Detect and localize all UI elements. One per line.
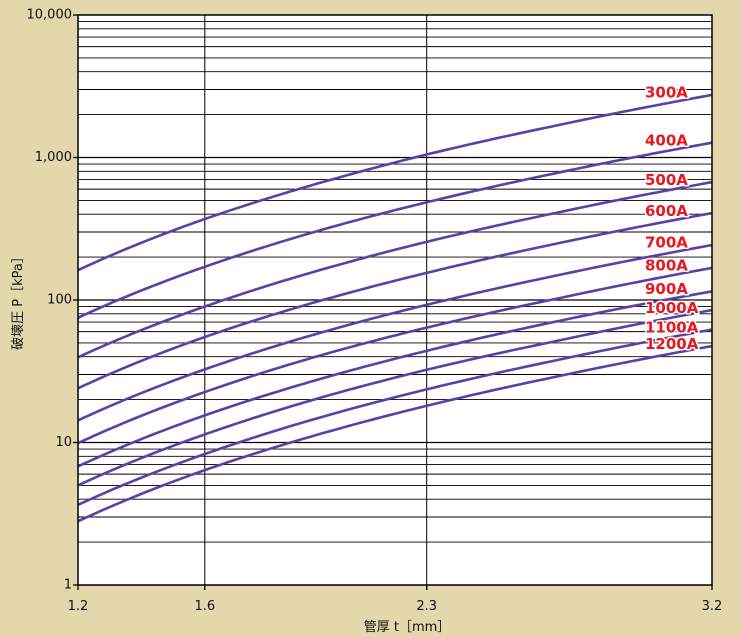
x-tick-label: 1.6 [194, 599, 215, 614]
series-line-400a [77, 141, 713, 319]
series-line-900a [77, 290, 713, 468]
series-line-500a [77, 180, 713, 359]
series-line-1200a [77, 344, 713, 523]
series-line-300a [77, 93, 713, 272]
y-tick-label: 10 [55, 435, 72, 450]
series-label-400a: 400A [645, 131, 688, 149]
series-line-700a [77, 243, 713, 422]
y-tick-label: 1,000 [35, 150, 72, 165]
series-labels: 300A 400A 500A 600A 700A 800A 900A1000A1100A12… [644, 82, 701, 354]
series-label-700a: 700A [645, 234, 688, 252]
x-axis-label: 管厚 t［mm］ [364, 620, 451, 635]
series-label-300a: 300A [645, 84, 688, 102]
series-label-800a: 800A [645, 257, 688, 275]
y-axis-label: 破壊圧 P［kPa］ [11, 250, 26, 350]
series-label-1000a: 1000A [645, 299, 699, 317]
series-line-800a [77, 266, 713, 445]
series-line-600a [77, 211, 713, 390]
series-line-1100a [77, 328, 713, 507]
series-label-1200a: 1200A [645, 335, 699, 353]
series-line-1000a [77, 308, 713, 487]
x-tick-label: 3.2 [702, 599, 723, 614]
series-label-900a: 900A [645, 280, 688, 298]
x-tick-label: 1.2 [68, 599, 89, 614]
y-tick-label: 1 [64, 578, 72, 593]
series-label-1100a: 1100A [645, 318, 699, 336]
series-label-600a: 600A [645, 202, 688, 220]
x-tick-label: 2.3 [416, 599, 437, 614]
series-label-500a: 500A [645, 171, 688, 189]
y-axis: 1 10 100 1,000 10,000 [27, 8, 78, 593]
y-tick-label: 10,000 [27, 8, 73, 23]
series-lines [77, 93, 713, 523]
x-axis: 1.2 1.6 2.3 3.2 [68, 585, 723, 614]
grid [78, 15, 712, 590]
y-tick-label: 100 [47, 293, 72, 308]
